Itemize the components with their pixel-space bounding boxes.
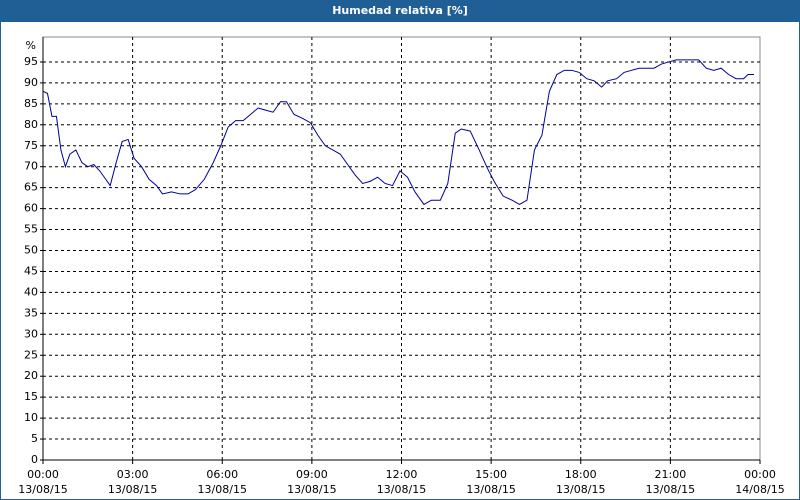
y-tick-label: 90 xyxy=(24,76,38,89)
y-tick-label: 5 xyxy=(31,432,38,445)
y-tick-label: 0 xyxy=(31,453,38,466)
y-tick-label: 15 xyxy=(24,390,38,403)
y-tick-label: 65 xyxy=(24,181,38,194)
y-tick-label: 25 xyxy=(24,348,38,361)
y-tick-label: 35 xyxy=(24,306,38,319)
y-tick-label: 40 xyxy=(24,285,38,298)
y-tick-label: 10 xyxy=(24,411,38,424)
y-tick-label: 95 xyxy=(24,55,38,68)
x-tick-label: 15:00 13/08/15 xyxy=(466,468,515,496)
x-tick-label: 21:00 13/08/15 xyxy=(646,468,695,496)
x-tick-label: 09:00 13/08/15 xyxy=(287,468,336,496)
y-tick-label: 85 xyxy=(24,97,38,110)
y-tick-label: 55 xyxy=(24,223,38,236)
y-tick-label: 45 xyxy=(24,264,38,277)
data-line xyxy=(42,59,755,206)
y-tick-label: 75 xyxy=(24,139,38,152)
y-tick-label: 80 xyxy=(24,118,38,131)
chart-title: Humedad relativa [%] xyxy=(332,4,468,17)
y-axis-label: % xyxy=(26,39,36,52)
x-tick-label: 18:00 13/08/15 xyxy=(556,468,605,496)
x-tick-label: 00:00 14/08/15 xyxy=(735,468,784,496)
y-tick-label: 60 xyxy=(24,202,38,215)
y-tick-label: 20 xyxy=(24,369,38,382)
x-tick-label: 12:00 13/08/15 xyxy=(377,468,426,496)
title-bar xyxy=(0,0,800,21)
x-tick-label: 03:00 13/08/15 xyxy=(108,468,157,496)
x-tick-label: 06:00 13/08/15 xyxy=(198,468,247,496)
y-tick-label: 70 xyxy=(24,160,38,173)
x-tick-label: 00:00 13/08/15 xyxy=(18,468,67,496)
y-tick-label: 50 xyxy=(24,244,38,257)
y-tick-label: 30 xyxy=(24,327,38,340)
